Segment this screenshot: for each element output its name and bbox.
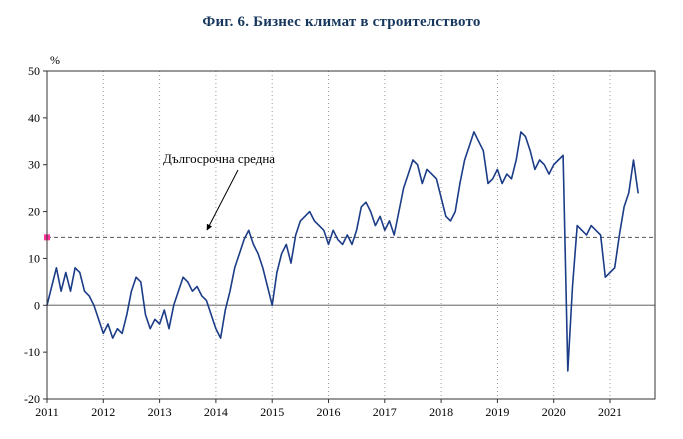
x-tick-label: 2017 <box>373 405 397 419</box>
x-tick-label: 2014 <box>204 405 228 419</box>
y-tick-label: 50 <box>28 64 40 78</box>
x-tick-label: 2018 <box>429 405 453 419</box>
y-tick-label: 10 <box>28 251 40 265</box>
y-tick-label: 20 <box>28 205 40 219</box>
axis-tick-marks <box>43 70 611 403</box>
vertical-gridlines <box>102 71 611 399</box>
y-tick-label: 30 <box>28 158 40 172</box>
y-tick-label: -10 <box>24 345 40 359</box>
x-tick-label: 2020 <box>542 405 566 419</box>
x-tick-label: 2019 <box>485 405 509 419</box>
y-axis-tick-labels: 50 40 30 20 10 0 -10 -20 <box>24 64 40 406</box>
annotation-arrow <box>206 169 239 231</box>
y-tick-label: -20 <box>24 392 40 406</box>
y-axis-unit-label: % <box>50 53 60 67</box>
x-tick-label: 2011 <box>35 405 59 419</box>
x-tick-label: 2016 <box>317 405 341 419</box>
x-axis-tick-labels: 2011 2012 2013 2014 2015 2016 2017 2018 2019 2020… <box>35 405 622 419</box>
x-tick-label: 2021 <box>598 405 622 419</box>
x-tick-label: 2013 <box>148 405 172 419</box>
x-tick-label: 2015 <box>260 405 284 419</box>
x-tick-label: 2012 <box>91 405 115 419</box>
annotation-long-term-average: Дългосрочна средна <box>163 151 275 166</box>
y-tick-label: 40 <box>28 111 40 125</box>
y-tick-label: 0 <box>34 298 40 312</box>
series-line <box>46 131 639 372</box>
plot-border <box>46 70 656 400</box>
chart-title: Фиг. 6. Бизнес климат в строителството <box>202 14 481 30</box>
business-climate-series <box>46 131 639 372</box>
